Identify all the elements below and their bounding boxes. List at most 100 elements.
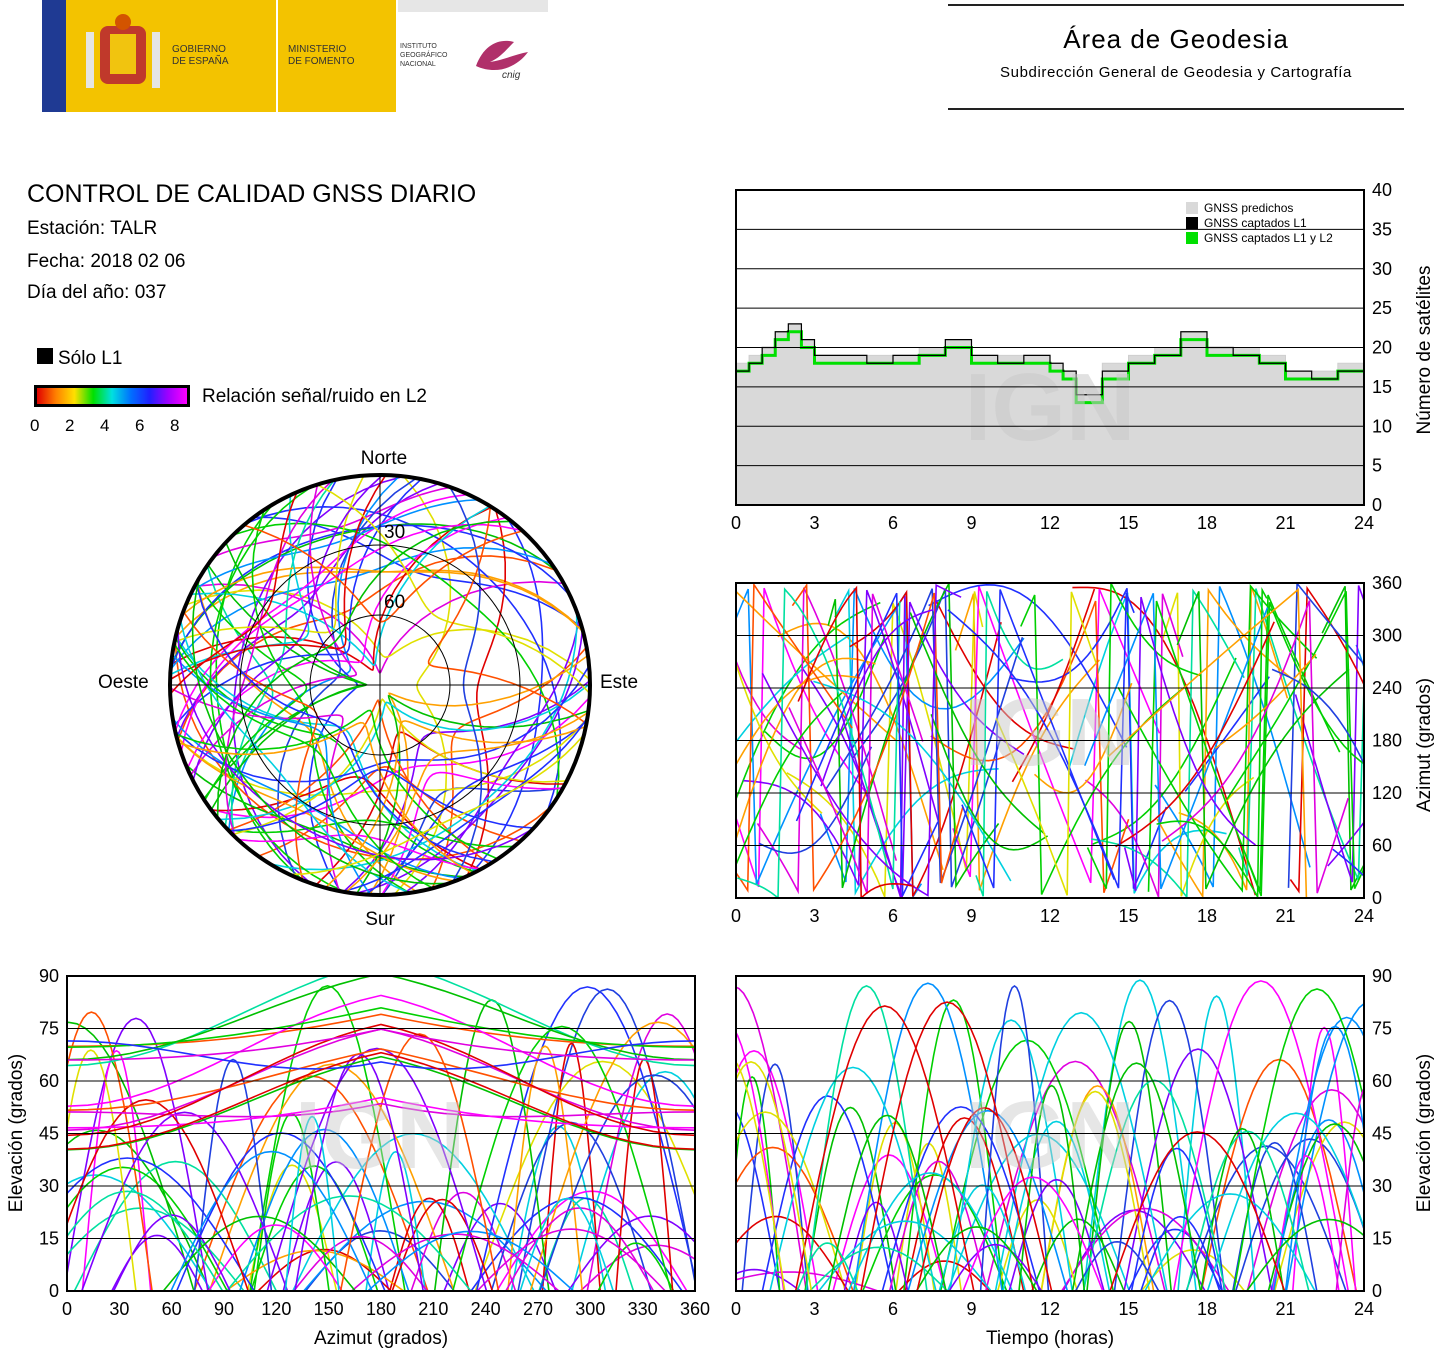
azimuth-track — [761, 583, 962, 897]
elevation-time-track — [1273, 1016, 1364, 1291]
high-elevation-track — [67, 1028, 695, 1061]
elevation-time-track — [904, 1117, 1025, 1291]
ring-label-60: 60 — [384, 592, 405, 613]
y-tick-label: 0 — [49, 1281, 59, 1301]
snr-tick: 4 — [100, 416, 110, 435]
x-tick-label: 21 — [1275, 1299, 1295, 1319]
elevation-track — [391, 1198, 494, 1291]
sky-track — [355, 694, 589, 895]
x-tick-label: 24 — [1354, 906, 1374, 925]
sky-track — [180, 523, 523, 753]
azimuth-track — [1156, 586, 1268, 898]
y-tick-label: 0 — [1372, 495, 1382, 515]
azimuth-track — [1107, 587, 1308, 898]
elevation-track — [475, 986, 695, 1291]
ign-watermark: IGN — [965, 1082, 1136, 1189]
elevation-time-track — [1002, 1120, 1111, 1291]
high-elevation-track — [67, 1023, 695, 1137]
elevation-track — [67, 1166, 229, 1291]
sky-track — [191, 577, 449, 885]
legend-l1l2-label: GNSS captados L1 y L2 — [1204, 231, 1333, 245]
satellites-ylabel: Número de satélites — [1414, 266, 1435, 435]
sky-track — [170, 687, 344, 892]
elevation-track — [476, 1228, 666, 1291]
y-tick-label: 120 — [1372, 783, 1402, 803]
elevation-track — [67, 1011, 153, 1291]
y-tick-label: 60 — [39, 1071, 59, 1091]
azimuth-track — [1321, 585, 1364, 891]
x-tick-label: 9 — [966, 513, 976, 530]
elevation-time-track — [1272, 1155, 1340, 1291]
logo-top-bar — [398, 0, 548, 12]
azimuth-track — [1086, 583, 1201, 889]
elevation-time-track — [1018, 1084, 1086, 1291]
x-tick-label: 15 — [1118, 1299, 1138, 1319]
elevation-time-track — [853, 982, 1003, 1291]
sky-track — [381, 786, 564, 895]
elevation-track — [73, 1160, 278, 1291]
y-tick-label: 240 — [1372, 678, 1402, 698]
elevation-time-track — [1267, 1123, 1364, 1291]
azimuth-track — [1271, 668, 1364, 766]
x-tick-label: 18 — [1197, 513, 1217, 530]
satellites-plot-area — [735, 323, 1365, 506]
sky-track — [174, 475, 365, 643]
x-tick-label: 15 — [1118, 513, 1138, 530]
elevation-track — [282, 1161, 390, 1291]
azimuth-track — [758, 746, 873, 855]
elevation-track — [193, 1075, 429, 1291]
elevation-time-track — [736, 1215, 849, 1291]
sky-track — [190, 505, 491, 667]
elevation-time-track — [1074, 1240, 1160, 1291]
x-tick-label: 21 — [1275, 906, 1295, 925]
elevation-time-track — [827, 1114, 947, 1291]
legend-l1-swatch — [1186, 217, 1198, 229]
elevation-track — [539, 1074, 695, 1291]
elevation-track — [541, 1042, 601, 1291]
doy-label: Día del año: 037 — [27, 282, 167, 303]
elevation-track — [389, 1197, 470, 1291]
elevation-track — [510, 1125, 607, 1291]
x-tick-label: 3 — [809, 513, 819, 530]
high-elevation-track — [67, 976, 695, 1061]
x-tick-label: 3 — [809, 1299, 819, 1319]
y-tick-label: 35 — [1372, 219, 1392, 239]
x-tick-label: 6 — [888, 906, 898, 925]
azimuth-track — [1147, 594, 1341, 892]
sky-track — [324, 720, 587, 889]
snr-tick: 2 — [65, 416, 75, 435]
elevation-track — [162, 1215, 356, 1291]
sky-track — [230, 479, 335, 837]
elevation-track — [67, 1190, 224, 1291]
azimuth-track — [788, 593, 924, 894]
l1-only-label: Sólo L1 — [58, 348, 123, 369]
sky-track — [316, 483, 590, 695]
azimuth-time-chart: IGN 0 60 120 180 240 300 360 0 3 6 9 12 15 18 21 24 Azi… — [731, 575, 1435, 925]
legend-predicted-swatch — [1186, 202, 1198, 214]
elevation-track — [67, 1098, 249, 1291]
azimuth-track — [947, 592, 1135, 889]
elevation-time-track — [794, 1005, 975, 1291]
sky-track — [176, 555, 557, 742]
elevation-track — [67, 1157, 255, 1291]
elevation-time-track — [1130, 1147, 1223, 1291]
elevation-time-track — [862, 1174, 1008, 1291]
sky-track — [342, 679, 590, 893]
elevation-time-track — [736, 1111, 847, 1291]
instituto-text: INSTITUTO GEOGRÁFICO NACIONAL — [400, 43, 448, 68]
elev-az-ylabel: Elevación (grados) — [6, 1054, 27, 1212]
elevation-time-track — [1040, 1090, 1151, 1291]
azimuth-track — [930, 590, 1074, 750]
plot-frame — [735, 189, 1365, 506]
elevation-track — [208, 1224, 343, 1291]
sky-track — [246, 505, 562, 813]
elevation-time-track — [1061, 1207, 1230, 1291]
elevation-time-track — [1200, 1058, 1358, 1291]
x-tick-label: 210 — [418, 1299, 448, 1319]
sky-track — [175, 717, 588, 796]
elevation-time-track — [1273, 1121, 1364, 1291]
y-tick-label: 30 — [1372, 259, 1392, 279]
azimuth-track — [1176, 591, 1350, 890]
legend-l1-label: GNSS captados L1 — [1204, 216, 1307, 230]
sky-track — [365, 720, 588, 895]
